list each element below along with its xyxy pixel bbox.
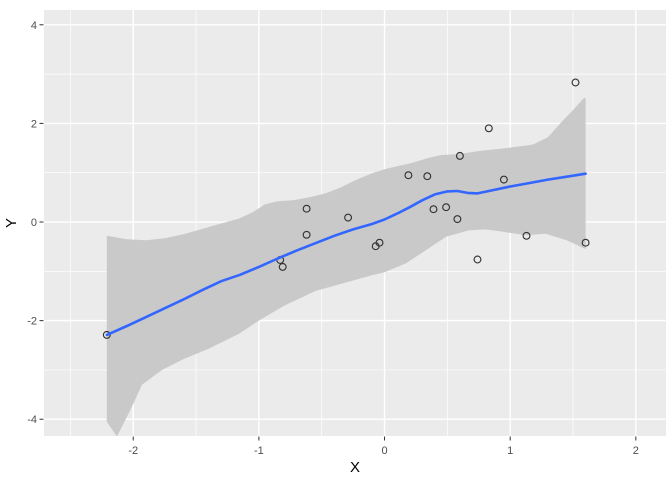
- x-tick-label: 1: [507, 445, 513, 457]
- data-point: [453, 215, 462, 224]
- axes: -2 -1 0 1 2 -4 -2 0 2 4: [27, 20, 639, 457]
- x-tick-label: -2: [128, 445, 138, 457]
- data-point: [499, 175, 508, 184]
- y-tick-label: 0: [31, 217, 37, 229]
- data-point: [455, 151, 464, 160]
- data-point: [302, 204, 311, 213]
- y-tick-label: 2: [31, 118, 37, 130]
- confidence-ribbon: [106, 97, 586, 436]
- data-point: [473, 255, 482, 264]
- data-point: [404, 171, 413, 180]
- x-axis-title: X: [350, 459, 360, 476]
- data-point: [423, 172, 432, 181]
- data-point: [442, 203, 451, 212]
- x-tick-label: -1: [254, 445, 264, 457]
- y-tick-label: -2: [27, 316, 37, 328]
- data-point: [102, 330, 111, 339]
- data-points: [102, 78, 590, 339]
- x-tick-label: 2: [633, 445, 639, 457]
- data-point: [522, 231, 531, 240]
- data-point: [375, 238, 384, 247]
- y-tick-label: -4: [27, 414, 37, 426]
- data-point: [571, 78, 580, 87]
- data-point: [302, 230, 311, 239]
- data-point: [278, 262, 287, 271]
- smooth-line: [105, 172, 587, 337]
- data-point: [429, 205, 438, 214]
- x-tick-label: 0: [381, 445, 387, 457]
- y-axis-title: Y: [3, 218, 20, 228]
- data-point: [344, 213, 353, 222]
- data-point: [484, 124, 493, 133]
- data-point: [581, 238, 590, 247]
- y-tick-label: 4: [31, 20, 37, 32]
